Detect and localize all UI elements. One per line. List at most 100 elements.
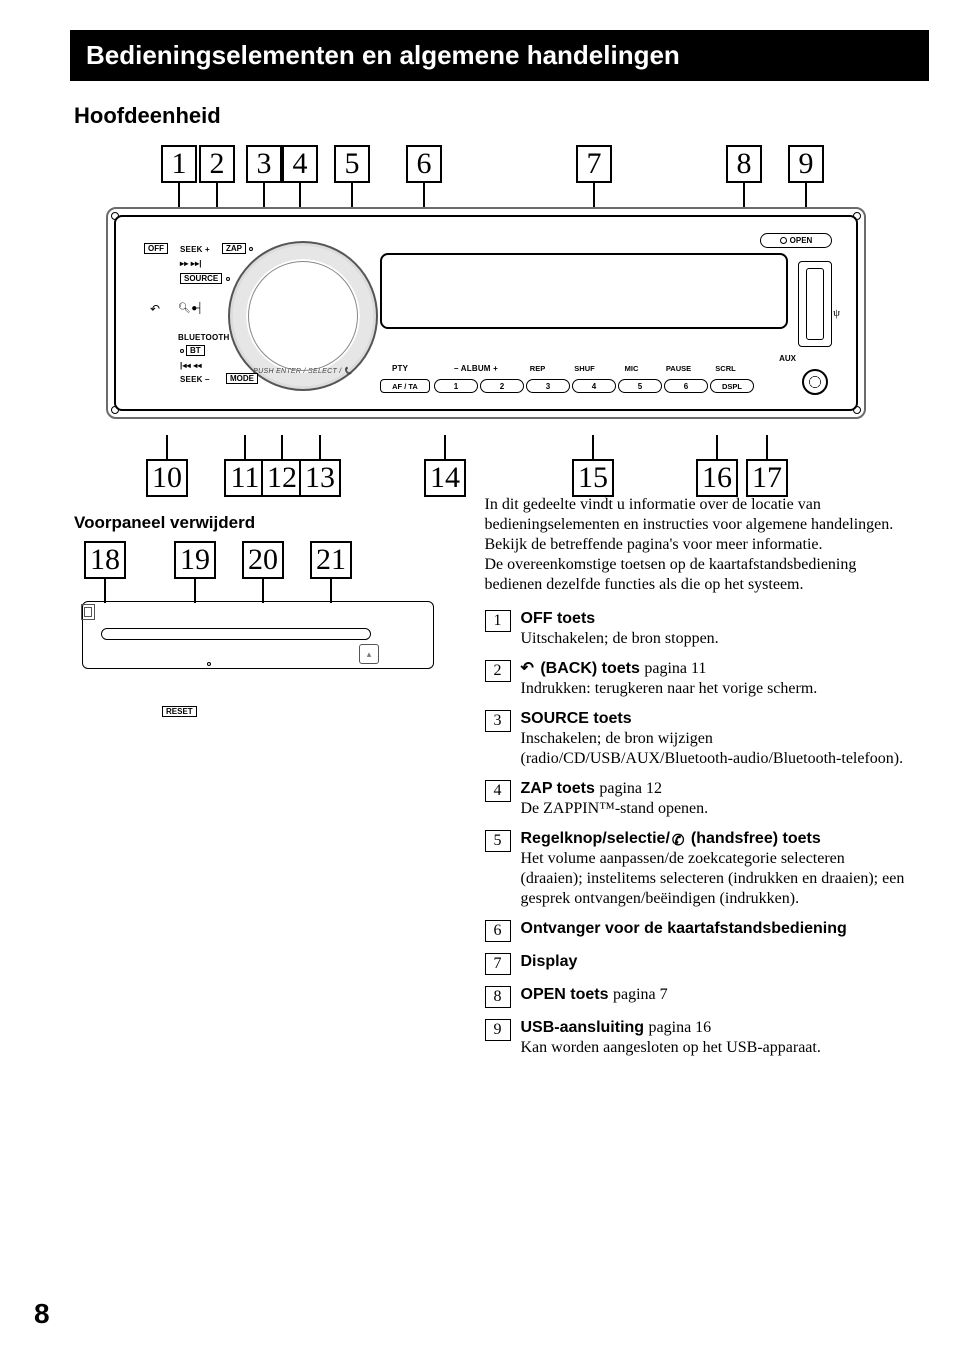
page-reference: pagina 16 — [649, 1019, 712, 1036]
usb-slot — [798, 261, 832, 347]
section-header: Bedieningselementen en algemene handelin… — [70, 30, 929, 81]
callout-number: 2 — [199, 145, 235, 183]
callout-17: 17 — [746, 435, 788, 497]
fn-label: MIC — [608, 364, 655, 373]
callout-number: 14 — [424, 459, 466, 497]
seek-plus-label: SEEK + — [180, 245, 210, 254]
callout-line — [178, 183, 180, 207]
callout-2: 2 — [199, 145, 235, 207]
callout-1: 1 — [161, 145, 197, 207]
content-columns: Voorpaneel verwijderd 18192021 ▴ RESET I… — [60, 495, 909, 1068]
callout-16: 16 — [696, 435, 738, 497]
indicator-dot-icon — [249, 247, 253, 251]
page-reference: pagina 7 — [613, 986, 668, 1003]
item-number: 2 — [485, 660, 511, 682]
item-2: 2 ↶ (BACK) toets pagina 11Indrukken: teru… — [485, 659, 906, 699]
head-unit-diagram: 123456789 PUSH ENTER / SELECT / 📞 OFF SE… — [106, 145, 866, 485]
callout-8: 8 — [726, 145, 762, 207]
item-body: Display — [521, 952, 906, 975]
callout-line — [743, 183, 745, 207]
panel-chip-icon: ▴ — [359, 644, 379, 664]
callout-18: 18 — [84, 541, 126, 603]
callout-14: 14 — [424, 435, 466, 497]
fn-labels-row: REPSHUFMICPAUSESCRL — [514, 364, 749, 373]
preset-button-1: 1 — [434, 379, 478, 393]
callout-line — [330, 579, 332, 603]
callout-line — [766, 435, 768, 459]
callout-line — [319, 435, 321, 459]
item-4: 4 ZAP toets pagina 12De ZAPPIN™-stand ope… — [485, 779, 906, 819]
item-3: 3SOURCE toetsInschakelen; de bron wijzig… — [485, 709, 906, 769]
page: Bedieningselementen en algemene handelin… — [0, 0, 954, 1352]
preset-button-3: 3 — [526, 379, 570, 393]
panel-body: ▴ — [82, 601, 434, 669]
callout-number: 13 — [299, 459, 341, 497]
aux-jack — [802, 369, 828, 395]
rotary-dial: PUSH ENTER / SELECT / 📞 — [228, 241, 378, 391]
item-7: 7 Display — [485, 952, 906, 975]
item-number: 7 — [485, 953, 511, 975]
callout-line — [104, 579, 106, 603]
fn-label: SHUF — [561, 364, 608, 373]
item-title: Regelknop/selectie/✆ (handsfree) toets — [521, 829, 906, 849]
removed-panel-diagram: 18192021 ▴ RESET — [74, 541, 444, 701]
callout-number: 5 — [334, 145, 370, 183]
item-title: ↶ (BACK) toets pagina 11 — [521, 659, 906, 679]
item-body: Ontvanger voor de kaartafstandsbediening — [521, 919, 906, 942]
item-number: 4 — [485, 780, 511, 802]
callout-line — [194, 579, 196, 603]
item-number: 6 — [485, 920, 511, 942]
handsfree-icon: ✆ — [672, 832, 685, 851]
item-body: OFF toetsUitschakelen; de bron stoppen. — [521, 609, 906, 649]
callout-number: 12 — [261, 459, 303, 497]
preset-button-4: 4 — [572, 379, 616, 393]
item-body: ↶ (BACK) toets pagina 11Indrukken: terug… — [521, 659, 906, 699]
callout-12: 12 — [261, 435, 303, 497]
callout-number: 11 — [224, 459, 266, 497]
callout-number: 18 — [84, 541, 126, 579]
callout-number: 9 — [788, 145, 824, 183]
reset-label: RESET — [162, 706, 197, 717]
intro-text: In dit gedeelte vindt u informatie over … — [485, 495, 906, 595]
callout-number: 17 — [746, 459, 788, 497]
callout-20: 20 — [242, 541, 284, 603]
item-number: 1 — [485, 610, 511, 632]
page-reference: pagina 12 — [599, 780, 662, 797]
callout-line — [593, 183, 595, 207]
item-title: SOURCE toets — [521, 709, 906, 729]
right-column: In dit gedeelte vindt u informatie over … — [485, 495, 910, 1068]
magnifier-icon: 🔍︎ ●┤ — [178, 303, 202, 314]
item-title: USB-aansluiting pagina 16 — [521, 1018, 906, 1038]
callout-21: 21 — [310, 541, 352, 603]
callout-line — [592, 435, 594, 459]
callout-number: 10 — [146, 459, 188, 497]
back-icon: ↶ — [521, 659, 534, 679]
reset-dot-icon — [207, 662, 211, 666]
preset-button-2: 2 — [480, 379, 524, 393]
dspl-button: DSPL — [710, 379, 754, 393]
preset-button-6: 6 — [664, 379, 708, 393]
callout-6: 6 — [406, 145, 442, 207]
item-number: 9 — [485, 1019, 511, 1041]
diagram-top-callouts: 123456789 — [106, 145, 866, 195]
page-number: 8 — [34, 1298, 50, 1330]
open-button: OPEN — [760, 233, 832, 248]
usb-icon: ψ — [833, 307, 840, 319]
callout-11: 11 — [224, 435, 266, 497]
callout-line — [281, 435, 283, 459]
item-5: 5Regelknop/selectie/✆ (handsfree) toetsH… — [485, 829, 906, 909]
item-description: Kan worden aangesloten op het USB-appara… — [521, 1038, 906, 1058]
mode-label: MODE — [226, 373, 258, 384]
panel-slot — [101, 628, 371, 640]
item-title: OPEN toets pagina 7 — [521, 985, 906, 1005]
head-unit-body: PUSH ENTER / SELECT / 📞 OFF SEEK + ZAP ▸… — [106, 207, 866, 419]
item-body: ZAP toets pagina 12De ZAPPIN™-stand open… — [521, 779, 906, 819]
subheading-hoofdeenheid: Hoofdeenheid — [74, 103, 909, 129]
dial-zone: PUSH ENTER / SELECT / 📞 OFF SEEK + ZAP ▸… — [130, 227, 368, 405]
item-title: Ontvanger voor de kaartafstandsbediening — [521, 919, 906, 939]
head-unit-inner-panel: PUSH ENTER / SELECT / 📞 OFF SEEK + ZAP ▸… — [114, 215, 858, 411]
indicator-dot-icon — [226, 277, 230, 281]
source-label: SOURCE — [180, 273, 222, 284]
callout-number: 4 — [282, 145, 318, 183]
callout-10: 10 — [146, 435, 188, 497]
